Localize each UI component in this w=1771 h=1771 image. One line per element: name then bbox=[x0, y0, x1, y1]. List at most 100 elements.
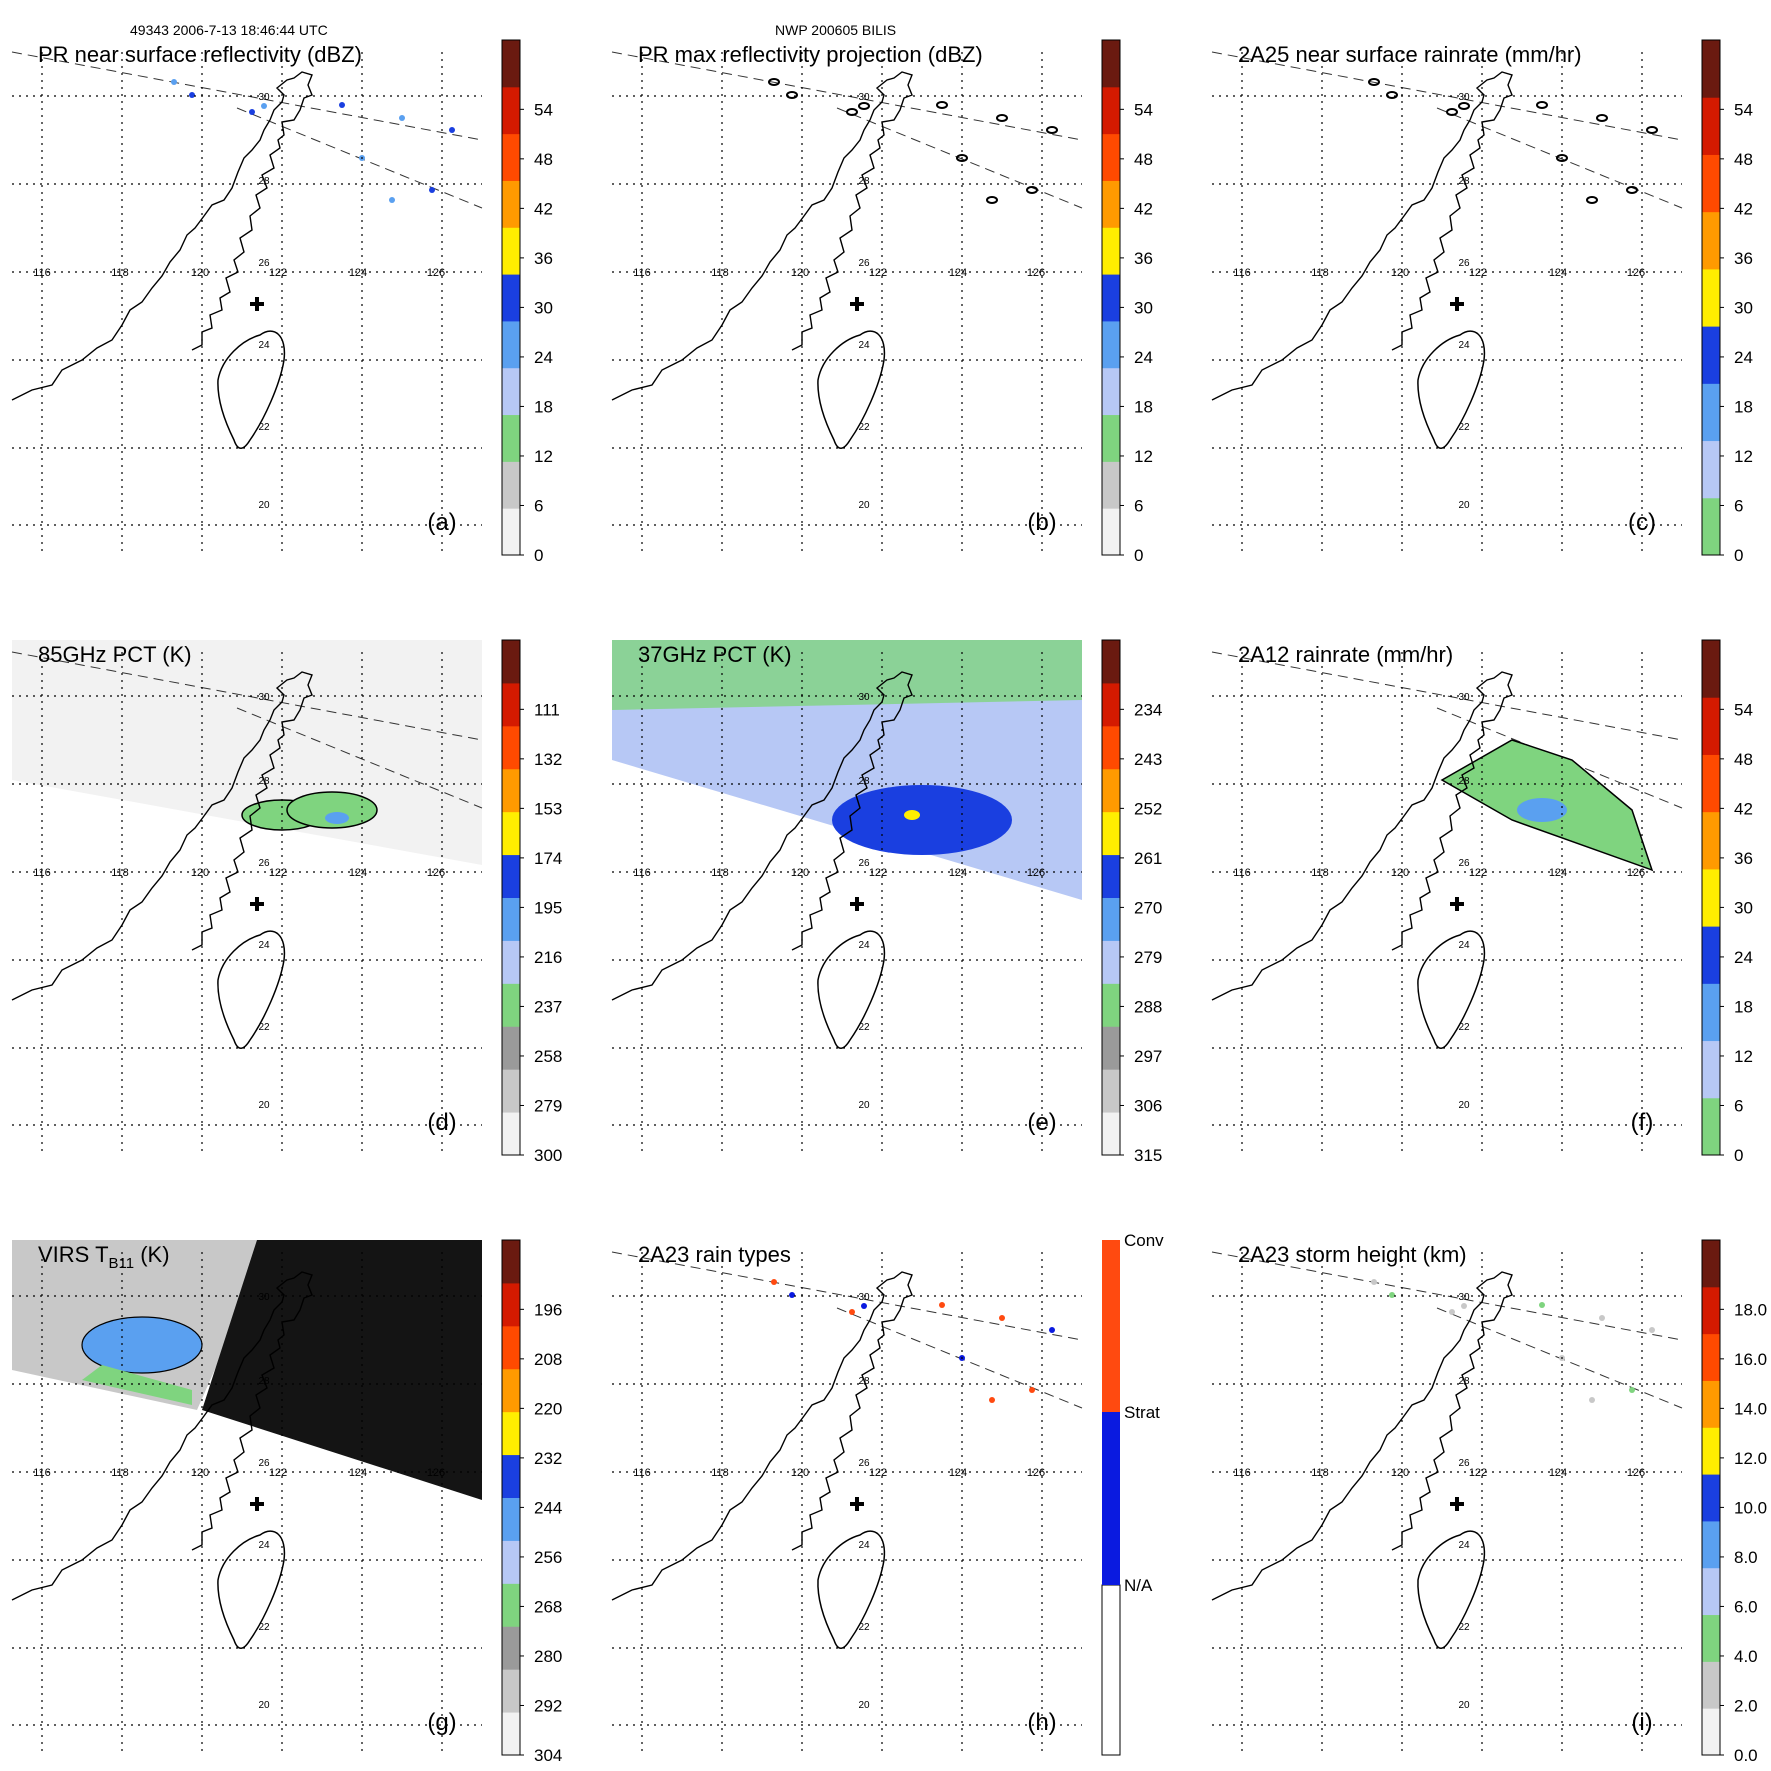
colorbar-label-7: 42 bbox=[1734, 799, 1753, 818]
lat-label-5: 30 bbox=[858, 92, 870, 103]
colorbar-label-2: 4.0 bbox=[1734, 1647, 1758, 1666]
colorbar-bin-5 bbox=[502, 897, 520, 941]
panel-letter: (d) bbox=[427, 1109, 456, 1136]
colorbar-label-2: 258 bbox=[534, 1047, 562, 1066]
colorbar-label-8: 243 bbox=[1134, 750, 1162, 769]
lat-label-5: 30 bbox=[258, 1292, 270, 1303]
colorbar-label-8: 132 bbox=[534, 750, 562, 769]
taiwan-outline bbox=[817, 1530, 886, 1649]
colorbar-label-3: 18 bbox=[534, 397, 553, 416]
panel-title: PR max reflectivity projection (dBZ) bbox=[638, 42, 983, 67]
lat-label-0: 20 bbox=[258, 1100, 270, 1111]
colorbar-label-6: 36 bbox=[1134, 249, 1153, 268]
lat-label-3: 26 bbox=[258, 1458, 270, 1469]
colorbar-label-9: 234 bbox=[1134, 700, 1162, 719]
lon-label-1: 118 bbox=[711, 1467, 729, 1479]
lon-label-2: 120 bbox=[1391, 867, 1409, 879]
lat-label-0: 20 bbox=[858, 1100, 870, 1111]
lon-label-5: 126 bbox=[427, 1467, 445, 1479]
rain-type-5 bbox=[999, 1315, 1005, 1321]
colorbar-label-5: 10.0 bbox=[1734, 1498, 1767, 1517]
lon-label-5: 126 bbox=[1627, 1467, 1645, 1479]
colorbar-label-1: 2.0 bbox=[1734, 1696, 1758, 1715]
colorbar-label-3: 18 bbox=[1734, 997, 1753, 1016]
coastline bbox=[1211, 71, 1513, 401]
storm-center-marker bbox=[850, 297, 864, 311]
cold-cloud-2 bbox=[286, 791, 378, 829]
lon-label-4: 124 bbox=[949, 267, 967, 279]
panel-letter: (c) bbox=[1628, 509, 1656, 536]
colorbar-label-7: 220 bbox=[534, 1399, 562, 1418]
lat-label-1: 22 bbox=[858, 1022, 870, 1033]
storm-center-marker bbox=[250, 297, 264, 311]
colorbar-label-5: 30 bbox=[1734, 298, 1753, 317]
lon-label-0: 116 bbox=[633, 267, 651, 279]
contour-1 bbox=[1368, 78, 1380, 86]
taiwan-outline bbox=[1417, 930, 1486, 1049]
colorbar-bin-7 bbox=[1102, 180, 1120, 228]
lon-label-0: 116 bbox=[1233, 867, 1251, 879]
storm-center-marker bbox=[850, 1497, 864, 1511]
lon-label-1: 118 bbox=[711, 867, 729, 879]
lon-label-3: 122 bbox=[869, 267, 887, 279]
height-8 bbox=[1629, 1387, 1635, 1393]
colorbar-bin-6 bbox=[1702, 754, 1720, 813]
colorbar-bin-1 bbox=[502, 1069, 520, 1113]
lat-label-3: 26 bbox=[858, 858, 870, 869]
colorbar-bin-5 bbox=[502, 274, 520, 322]
colorbar-label-5: 30 bbox=[1134, 298, 1153, 317]
lon-label-3: 122 bbox=[1469, 267, 1487, 279]
colorbar-label-5: 244 bbox=[534, 1498, 562, 1517]
colorbar-bin-3 bbox=[502, 367, 520, 416]
height-2 bbox=[1449, 1309, 1455, 1315]
colorbar-label-0: 0 bbox=[534, 546, 543, 565]
colorbar-bin-8 bbox=[1702, 640, 1720, 698]
colorbar-label-9: 54 bbox=[1734, 700, 1753, 719]
colorbar-bin-10 bbox=[502, 682, 520, 727]
lon-label-4: 124 bbox=[349, 267, 367, 279]
panel-background bbox=[12, 40, 482, 555]
colorbar-bin-4 bbox=[502, 1540, 520, 1584]
echo-3 bbox=[261, 103, 267, 109]
colorbar-label-3: 237 bbox=[534, 997, 562, 1016]
lon-label-0: 116 bbox=[33, 267, 51, 279]
contour-9 bbox=[1556, 154, 1568, 162]
lon-label-3: 122 bbox=[269, 1467, 287, 1479]
lon-label-0: 116 bbox=[633, 1467, 651, 1479]
coastline bbox=[611, 1271, 913, 1601]
contour-6 bbox=[1646, 126, 1658, 134]
colorbar-label-9: 54 bbox=[1734, 100, 1753, 119]
colorbar-label-6: 174 bbox=[534, 849, 562, 868]
colorbar-label-1: 6 bbox=[534, 496, 543, 515]
colorbar-label-1: 6 bbox=[1134, 496, 1143, 515]
colorbar-label-8: 16.0 bbox=[1734, 1350, 1767, 1369]
contour-3 bbox=[858, 102, 870, 110]
colorbar-label-3: 268 bbox=[534, 1597, 562, 1616]
lon-label-5: 126 bbox=[427, 267, 445, 279]
panel-title-tail: (K) bbox=[134, 1242, 169, 1267]
colorbar-bin-3 bbox=[502, 983, 520, 1027]
lon-label-4: 124 bbox=[349, 1467, 367, 1479]
colorbar-label-7: 252 bbox=[1134, 799, 1162, 818]
coastline bbox=[11, 1271, 313, 1601]
panel-letter: (f) bbox=[1631, 1109, 1654, 1136]
lon-label-3: 122 bbox=[1469, 867, 1487, 879]
coastline bbox=[611, 71, 913, 401]
panel-letter: (h) bbox=[1027, 1709, 1056, 1736]
coastline bbox=[11, 671, 313, 1001]
panel-background bbox=[612, 1240, 1082, 1755]
rain-type-3 bbox=[861, 1303, 867, 1309]
swath-edge-south bbox=[236, 707, 483, 809]
colorbar-bin-1 bbox=[1702, 1661, 1720, 1709]
colorbar-bin-2 bbox=[502, 414, 520, 462]
lat-label-0: 20 bbox=[258, 1700, 270, 1711]
rain-type-2 bbox=[849, 1309, 855, 1315]
lat-label-5: 30 bbox=[258, 692, 270, 703]
panel-background bbox=[1212, 1240, 1682, 1755]
lat-label-5: 30 bbox=[1458, 92, 1470, 103]
